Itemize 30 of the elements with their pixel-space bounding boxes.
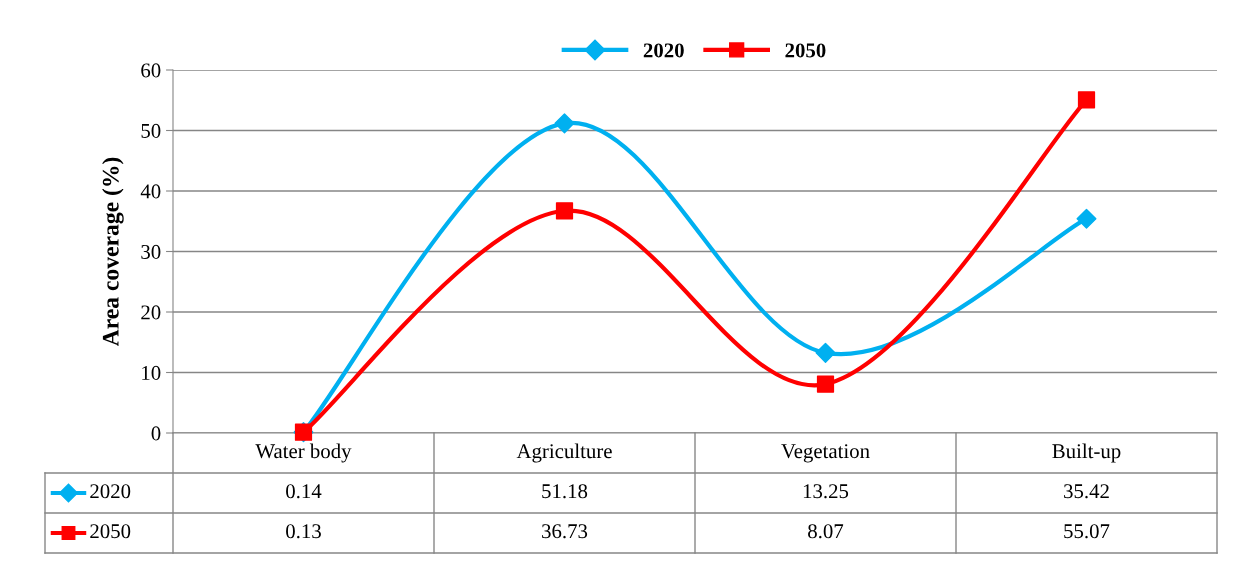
text: 2020	[90, 484, 131, 499]
x-tick-label: Water body	[255, 443, 352, 463]
point	[1076, 208, 1097, 229]
data-label: 0.13	[286, 524, 321, 539]
data-label: 36.73	[542, 524, 588, 539]
data-label: 8.07	[808, 524, 844, 539]
data-label: 55.07	[1064, 524, 1110, 539]
y-tick-label: 10	[142, 365, 161, 380]
x-tick-label: Vegetation	[781, 444, 870, 463]
point	[815, 342, 836, 363]
point	[555, 202, 574, 220]
legend-label: 2050	[785, 43, 826, 58]
data-label: 35.42	[1064, 484, 1109, 499]
x-tick-label: Built-up	[1052, 443, 1121, 463]
y-tick-label: 60	[141, 63, 161, 78]
y-tick-label: 30	[141, 244, 161, 259]
data-label: 51.18	[542, 484, 588, 499]
y-tick-label: 40	[140, 184, 161, 199]
x-tick-label: Agriculture	[516, 443, 612, 463]
point	[554, 113, 575, 134]
text: 2050	[90, 524, 131, 539]
y-tick-label: 0	[151, 426, 161, 441]
point	[816, 375, 835, 393]
data-label: 0.14	[286, 484, 322, 499]
y-axis-title: Area coverage (%)	[102, 157, 124, 347]
data-label: 13.25	[803, 484, 849, 499]
legend-label: 2020	[643, 43, 684, 58]
y-tick-label: 20	[141, 305, 161, 320]
y-tick-label: 50	[141, 123, 161, 138]
point	[1077, 91, 1096, 109]
